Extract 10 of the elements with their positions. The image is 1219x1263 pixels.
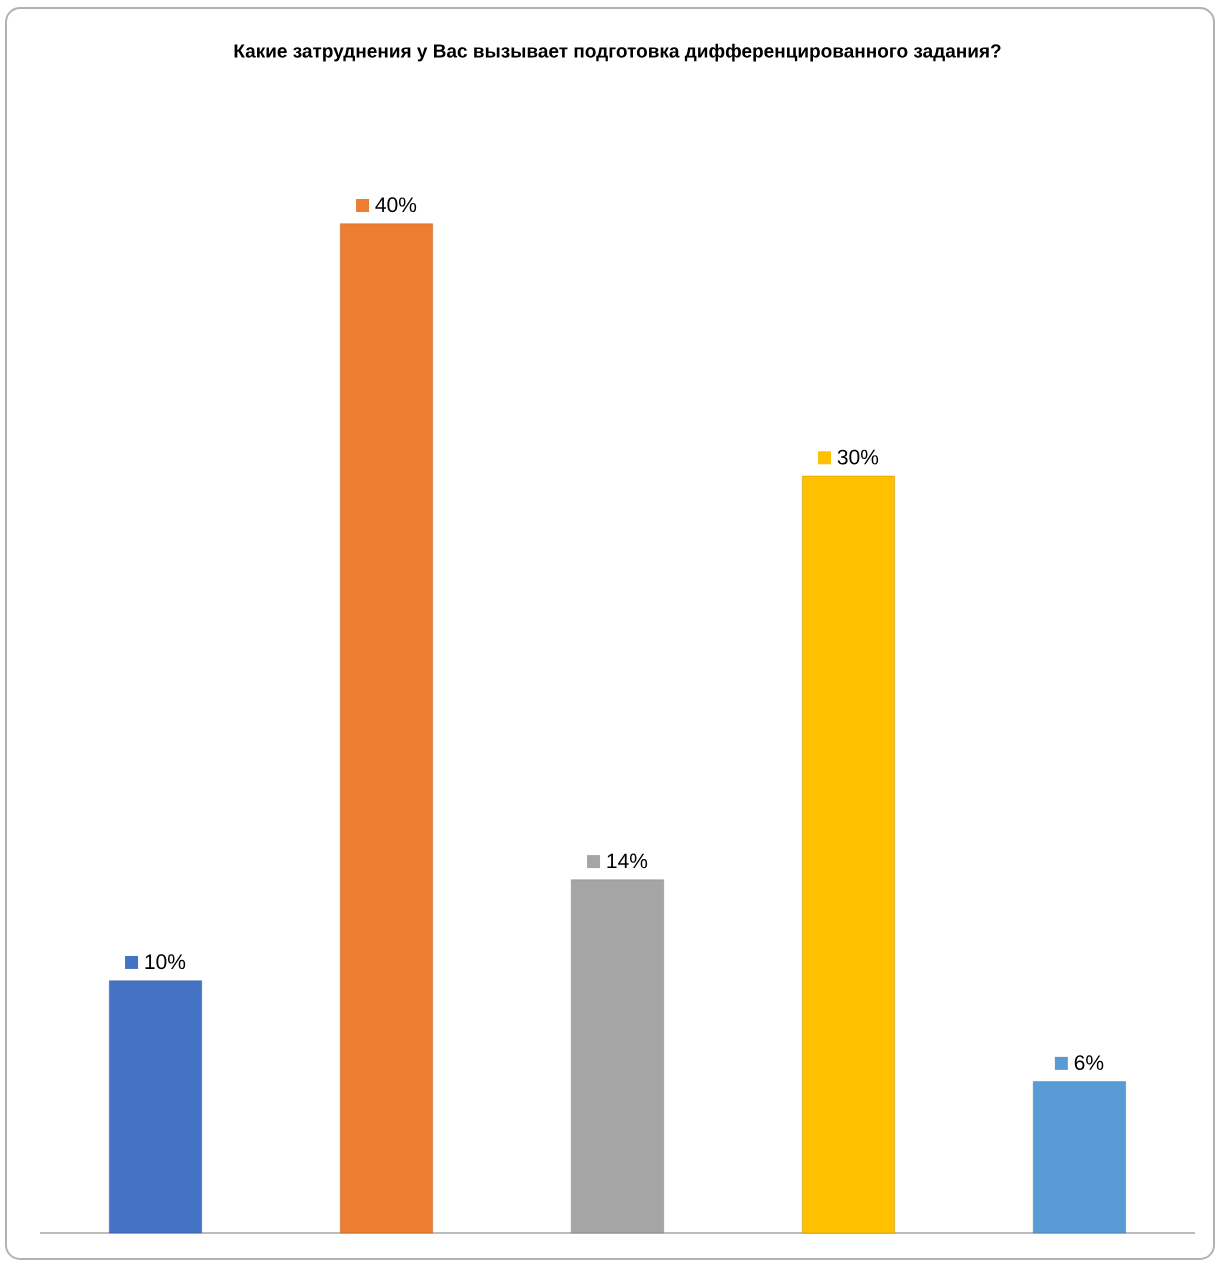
data-label: 10%: [145, 954, 186, 970]
bar: [802, 475, 895, 1234]
bar: [1033, 1081, 1126, 1234]
data-label: 6%: [1074, 1055, 1104, 1071]
bar: [109, 980, 202, 1234]
chart-title: Какие затруднения у Вас вызывает подготовка дифференцированного задания?: [234, 43, 1001, 62]
data-label: 40%: [375, 197, 417, 213]
data-label: 30%: [837, 449, 879, 465]
data-label: 14%: [607, 853, 648, 869]
bar: [340, 223, 433, 1234]
